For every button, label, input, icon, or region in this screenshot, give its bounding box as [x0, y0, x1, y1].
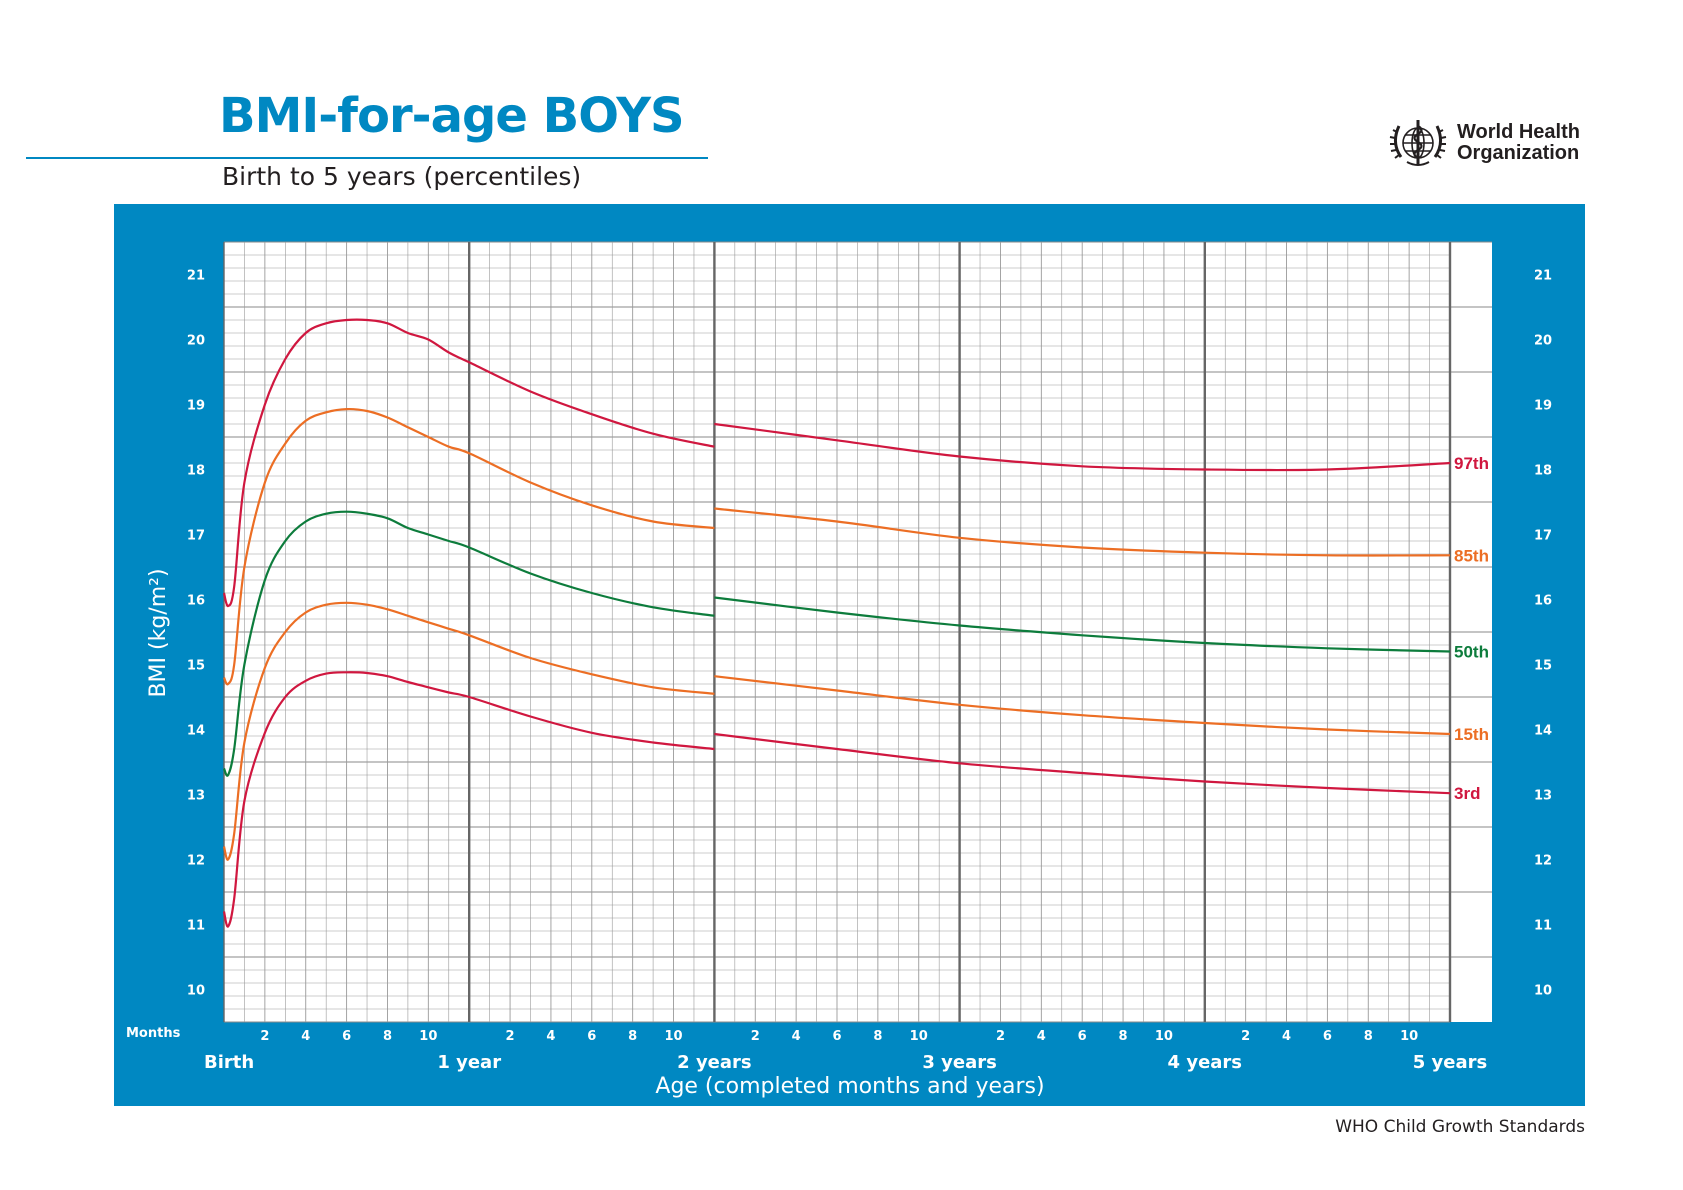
y-tick-label-left: 19 [187, 399, 205, 414]
title-underline [26, 157, 708, 159]
x-axis-title: Age (completed months and years) [655, 1074, 1044, 1099]
y-axis-title: BMI (kg/m²) [146, 568, 171, 697]
y-tick-label-right: 14 [1534, 724, 1552, 739]
percentile-curve-50th [714, 596, 1451, 653]
x-month-tick-label: 8 [628, 1029, 637, 1044]
page-title: BMI-for-age BOYS [219, 88, 685, 144]
percentile-curves [222, 318, 1451, 928]
y-tick-label-right: 12 [1534, 854, 1552, 869]
y-tick-label-right: 11 [1534, 919, 1552, 934]
y-tick-label-right: 15 [1534, 659, 1552, 674]
percentile-curve-3rd [714, 732, 1451, 795]
percentile-curve-85th [714, 507, 1451, 557]
percentile-curve-15th [714, 675, 1451, 736]
percentile-label-97th: 97th [1454, 454, 1489, 473]
x-month-tick-label: 8 [1364, 1029, 1373, 1044]
percentile-curve-3rd [222, 671, 715, 928]
x-month-tick-label: 10 [419, 1029, 437, 1044]
organization-name-line1: World Health [1457, 121, 1580, 143]
x-month-tick-label: 8 [1119, 1029, 1128, 1044]
organization-logo: World Health Organization [1385, 112, 1585, 174]
organization-name-line2: Organization [1457, 142, 1580, 164]
x-month-tick-label: 2 [260, 1029, 269, 1044]
who-emblem-icon [1389, 120, 1447, 166]
y-tick-label-left: 21 [187, 269, 205, 284]
y-tick-label-right: 20 [1534, 334, 1552, 349]
x-month-tick-label: 4 [301, 1029, 310, 1044]
x-month-tick-label: 4 [1282, 1029, 1291, 1044]
x-unit-label: Months [126, 1026, 181, 1041]
x-month-tick-label: 4 [1037, 1029, 1046, 1044]
y-tick-label-left: 14 [187, 724, 205, 739]
percentile-curve-85th [222, 407, 715, 686]
y-tick-label-right: 21 [1534, 269, 1552, 284]
percentile-label-3rd: 3rd [1454, 784, 1480, 803]
x-year-label: 2 years [677, 1052, 751, 1073]
y-tick-label-left: 18 [187, 464, 205, 479]
y-tick-label-left: 11 [187, 919, 205, 934]
x-month-tick-label: 2 [506, 1029, 515, 1044]
y-tick-label-right: 16 [1534, 594, 1552, 609]
x-month-tick-label: 10 [1400, 1029, 1418, 1044]
x-month-tick-label: 10 [1155, 1029, 1173, 1044]
x-month-tick-label: 6 [342, 1029, 351, 1044]
y-tick-label-left: 16 [187, 594, 205, 609]
x-month-tick-label: 6 [1078, 1029, 1087, 1044]
x-month-tick-label: 6 [832, 1029, 841, 1044]
y-tick-label-left: 12 [187, 854, 205, 869]
y-tick-label-left: 17 [187, 529, 205, 544]
x-month-tick-label: 8 [383, 1029, 392, 1044]
grid [223, 241, 1492, 1023]
x-year-label: 1 year [437, 1052, 501, 1073]
page-subtitle: Birth to 5 years (percentiles) [222, 162, 582, 191]
percentile-labels: 97th 85th 50th 15th 3rd [1454, 454, 1489, 803]
percentile-label-15th: 15th [1454, 725, 1489, 744]
percentile-label-50th: 50th [1454, 643, 1489, 662]
x-month-tick-label: 8 [873, 1029, 882, 1044]
percentile-curve-50th [222, 510, 715, 777]
y-tick-label-right: 19 [1534, 399, 1552, 414]
axis-ticks: 10 10 11 11 12 12 13 13 14 14 15 15 16 16 17 17 18 18 19 19… [187, 269, 1552, 1074]
x-month-tick-label: 10 [664, 1029, 682, 1044]
x-year-label: 3 years [922, 1052, 996, 1073]
percentile-curve-97th [222, 318, 715, 608]
y-tick-label-right: 17 [1534, 529, 1552, 544]
x-month-tick-label: 10 [910, 1029, 928, 1044]
organization-name: World Health Organization [1457, 122, 1580, 164]
y-tick-label-right: 18 [1534, 464, 1552, 479]
x-year-label: 5 years [1413, 1052, 1487, 1073]
x-month-tick-label: 4 [792, 1029, 801, 1044]
footer-source: WHO Child Growth Standards [1335, 1117, 1585, 1137]
y-tick-label-right: 10 [1534, 984, 1552, 999]
x-year-label: Birth [204, 1052, 254, 1073]
y-tick-label-right: 13 [1534, 789, 1552, 804]
x-month-tick-label: 2 [1241, 1029, 1250, 1044]
y-tick-label-left: 10 [187, 984, 205, 999]
y-tick-label-left: 15 [187, 659, 205, 674]
x-month-tick-label: 6 [587, 1029, 596, 1044]
x-year-label: 4 years [1168, 1052, 1242, 1073]
x-month-tick-label: 4 [546, 1029, 555, 1044]
y-tick-label-left: 13 [187, 789, 205, 804]
percentile-curve-15th [222, 601, 715, 861]
x-month-tick-label: 6 [1323, 1029, 1332, 1044]
y-tick-label-left: 20 [187, 334, 205, 349]
x-month-tick-label: 2 [751, 1029, 760, 1044]
x-month-tick-label: 2 [996, 1029, 1005, 1044]
percentile-label-85th: 85th [1454, 546, 1489, 565]
percentile-curve-97th [714, 422, 1451, 472]
